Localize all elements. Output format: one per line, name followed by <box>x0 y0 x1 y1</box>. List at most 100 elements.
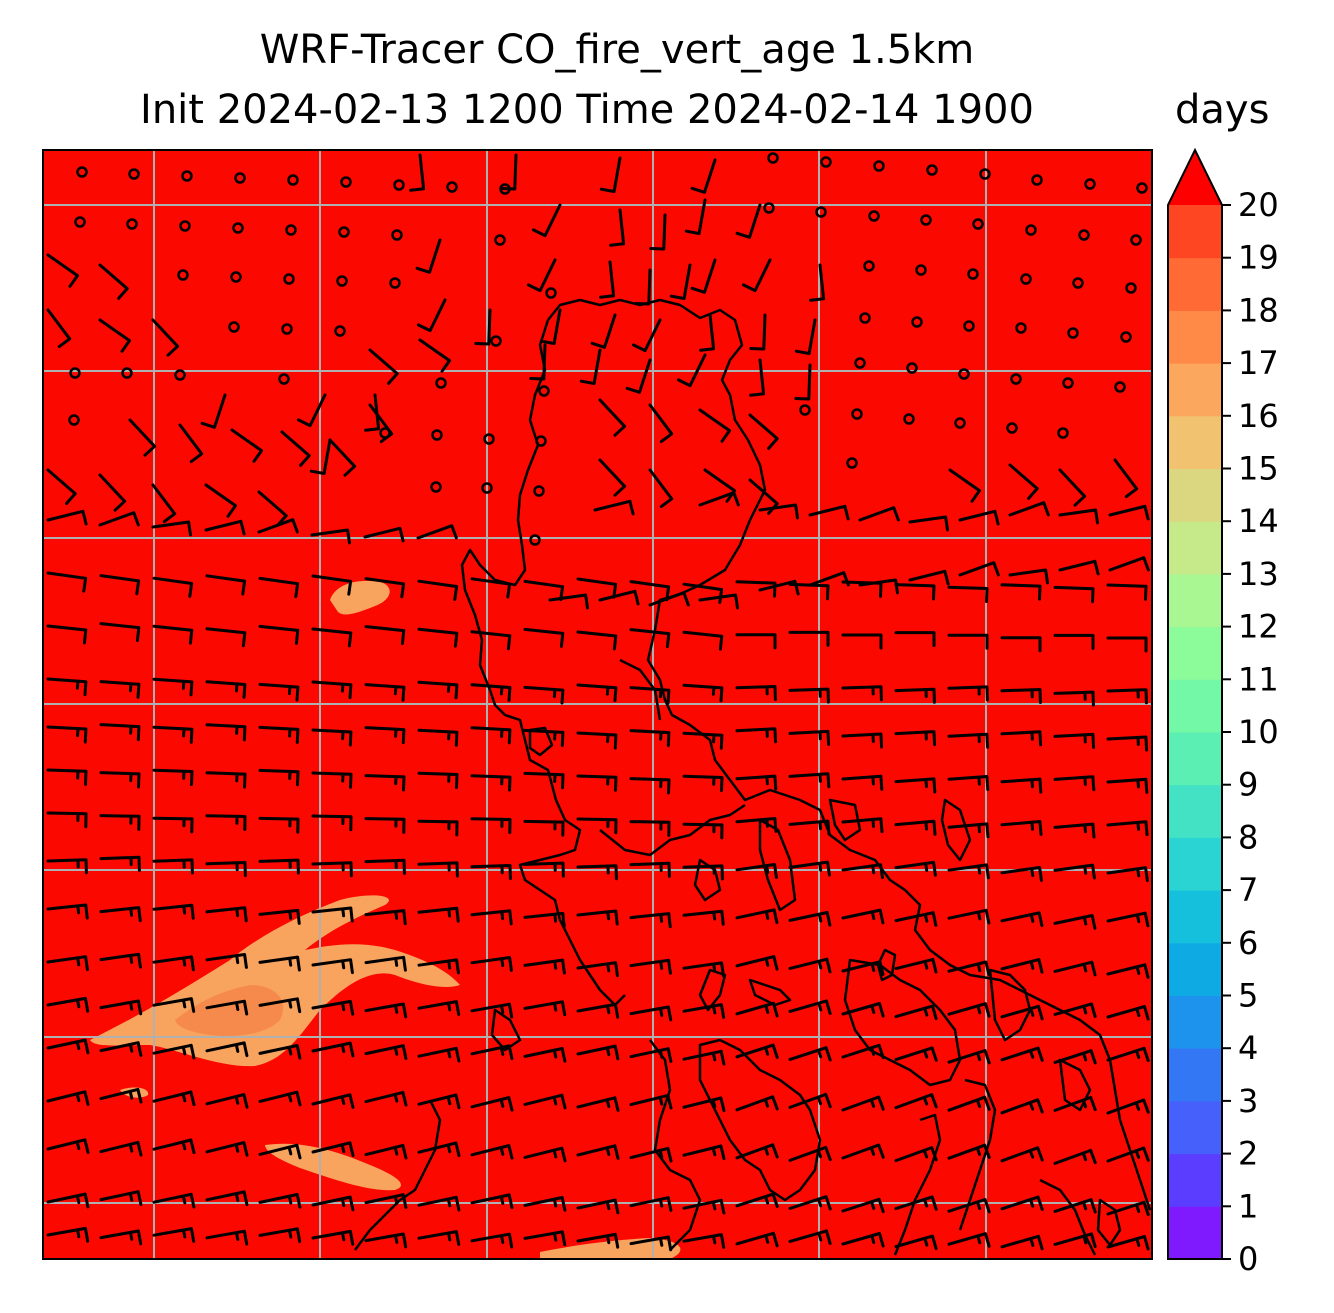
wind-barb <box>1106 1200 1150 1217</box>
colorbar-bin <box>1168 573 1222 628</box>
plume-patch <box>330 580 390 615</box>
wind-barb <box>1000 583 1042 601</box>
calm-wind-marker <box>446 181 458 193</box>
wind-barb <box>258 955 301 972</box>
wind-barb <box>684 198 707 235</box>
wind-barb <box>364 683 406 702</box>
wind-barb <box>205 723 247 742</box>
wind-barb <box>1000 688 1042 704</box>
wind-barb <box>364 1143 408 1160</box>
wind-barb <box>310 528 351 545</box>
wind-barb <box>735 1143 779 1160</box>
calm-wind-marker <box>1062 377 1074 389</box>
wind-barb <box>1000 1195 1044 1211</box>
coastline <box>649 1039 702 1251</box>
wind-barb <box>523 1196 567 1212</box>
calm-wind-marker <box>859 312 871 324</box>
calm-wind-marker <box>174 369 186 381</box>
calm-wind-marker <box>854 357 866 369</box>
plume-patch <box>540 1238 681 1259</box>
calm-wind-marker <box>1114 381 1126 393</box>
wind-barb <box>576 1044 620 1061</box>
wind-barb <box>258 1143 302 1160</box>
wind-barb <box>894 1046 938 1062</box>
wind-barb <box>417 771 459 789</box>
wind-barb <box>99 1087 143 1104</box>
wind-barb <box>46 996 90 1013</box>
wind-barb <box>788 999 832 1015</box>
colorbar-tick-label: 20 <box>1238 186 1279 224</box>
wind-barb <box>735 727 778 744</box>
coastline <box>619 658 662 721</box>
wind-barb <box>788 1229 832 1245</box>
wind-barb <box>151 483 177 524</box>
wind-barb <box>46 955 89 972</box>
wind-barb <box>1053 960 1097 977</box>
wind-barb <box>470 1096 514 1112</box>
calm-wind-marker <box>1136 182 1148 194</box>
wind-barb <box>788 1046 832 1062</box>
coastline <box>758 818 797 912</box>
calm-wind-marker <box>915 264 927 276</box>
wind-barb <box>152 1227 196 1243</box>
calm-wind-marker <box>1084 178 1096 190</box>
colorbar-bin <box>1168 995 1222 1049</box>
wind-barb <box>46 308 72 349</box>
wind-barb <box>152 997 196 1013</box>
wind-barb <box>364 1193 408 1209</box>
wind-barb <box>1053 863 1096 880</box>
wind-barb <box>364 577 406 599</box>
wind-barb <box>576 909 619 926</box>
wind-barb <box>947 775 990 791</box>
wind-barb <box>794 318 817 355</box>
wind-barb <box>470 1044 514 1061</box>
wind-barb <box>698 408 731 443</box>
wind-barb <box>947 1049 991 1065</box>
wind-barb <box>311 627 353 648</box>
coastline <box>893 1113 942 1256</box>
wind-barb <box>470 956 513 972</box>
colorbar-tick-label: 10 <box>1238 713 1279 751</box>
colorbar-tick-label: 15 <box>1238 450 1279 488</box>
wind-barb <box>682 864 724 881</box>
wind-barb <box>152 903 195 920</box>
wind-barb <box>894 777 937 794</box>
calm-wind-marker <box>490 335 502 347</box>
wind-barb <box>1053 775 1096 792</box>
colorbar-tick-label: 4 <box>1238 1029 1258 1067</box>
wind-barb <box>523 958 566 975</box>
wind-barb <box>328 438 357 477</box>
wind-barb <box>205 953 248 969</box>
wind-barb <box>648 403 674 444</box>
wind-barb <box>416 298 447 333</box>
wind-barb <box>1000 820 1043 836</box>
calm-wind-marker <box>1025 224 1037 236</box>
calm-wind-marker <box>920 214 932 226</box>
wind-barb <box>1000 1146 1044 1163</box>
wind-barb <box>894 687 936 704</box>
wind-barb <box>99 1229 143 1246</box>
wind-barb <box>152 858 194 875</box>
wind-barb <box>1106 636 1148 653</box>
wind-barb <box>311 906 354 923</box>
calm-wind-marker <box>1057 427 1069 439</box>
wind-barb <box>230 428 263 463</box>
wind-barb <box>690 158 717 194</box>
colorbar-tick-label: 17 <box>1238 344 1279 382</box>
colorbar-bin <box>1168 1153 1222 1207</box>
wind-barb <box>576 864 618 881</box>
wind-barb <box>698 593 739 610</box>
coastline <box>354 1099 442 1251</box>
wind-barb <box>204 483 237 518</box>
wind-barb <box>948 468 981 503</box>
wind-barb <box>579 348 602 385</box>
calm-wind-marker <box>954 417 966 429</box>
wind-barb <box>682 774 724 792</box>
wind-barb <box>152 1138 196 1155</box>
wind-barb <box>682 1233 726 1249</box>
wind-barb <box>808 504 850 521</box>
wind-barb <box>1053 585 1095 604</box>
wind-barb <box>735 685 777 701</box>
wind-barb <box>648 591 690 607</box>
wind-barb <box>576 630 618 651</box>
